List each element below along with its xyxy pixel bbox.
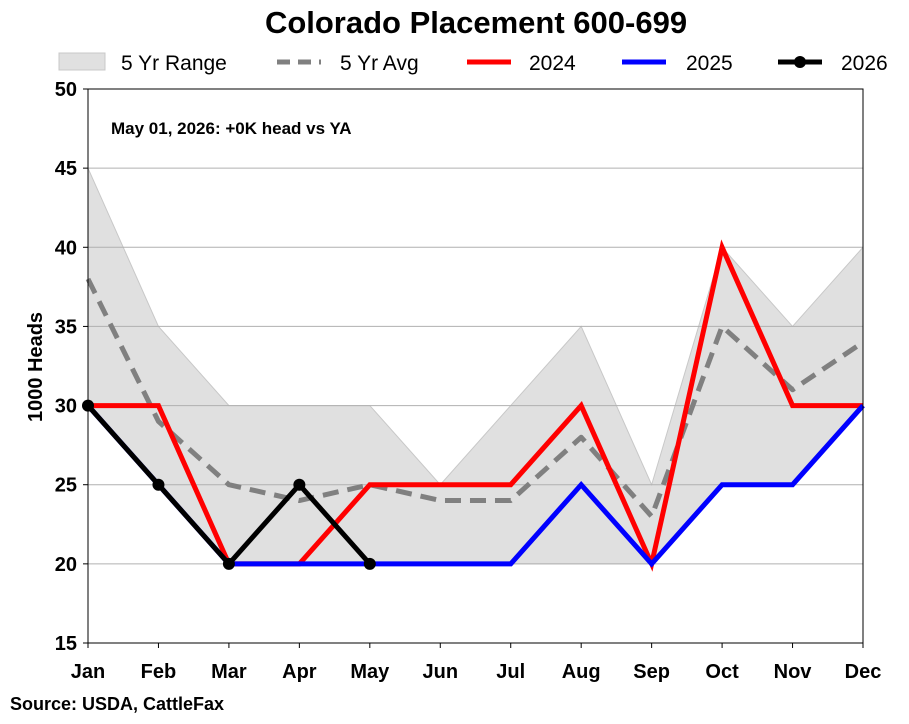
x-tick-label: Dec <box>845 661 882 683</box>
series-point-2026 <box>293 478 306 491</box>
y-axis-ticks: 15 20 25 30 35 40 45 50 <box>55 79 88 655</box>
legend-item-5-yr-avg: 5 Yr Avg <box>277 52 419 75</box>
series-line-2024 <box>88 239 863 572</box>
legend-label: 2026 <box>841 52 888 75</box>
series-2024 <box>88 239 863 572</box>
y-tick-label: 15 <box>55 633 77 655</box>
grid-layer <box>88 167 863 565</box>
legend-swatch <box>58 52 106 71</box>
x-tick-label: Mar <box>211 661 247 683</box>
series-point-2026 <box>222 557 235 570</box>
legend-item-2024: 2024 <box>467 52 576 75</box>
x-tick-label: Apr <box>282 661 317 683</box>
x-tick-label: Jul <box>496 661 525 683</box>
x-tick-label: Aug <box>562 661 601 683</box>
y-tick-label: 20 <box>55 554 77 576</box>
x-tick-label: Feb <box>141 661 177 683</box>
y-tick-label: 40 <box>55 237 77 259</box>
legend-label: 5 Yr Avg <box>340 52 419 75</box>
series-line-5-yr-avg <box>85 277 865 519</box>
plot-area <box>82 88 865 644</box>
x-tick-label: Nov <box>774 661 813 683</box>
series-layer <box>82 239 865 572</box>
series-point-2026 <box>363 557 376 570</box>
legend-item-2025: 2025 <box>622 52 733 75</box>
legend-label: 2024 <box>529 52 576 75</box>
y-tick-label: 45 <box>55 158 77 180</box>
plot-frame <box>87 88 864 644</box>
series-2026 <box>82 399 376 570</box>
y-tick-label: 25 <box>55 475 77 497</box>
source-note: Source: USDA, CattleFax <box>10 694 224 714</box>
x-tick-label: Oct <box>705 661 739 683</box>
legend: 5 Yr Range 5 Yr Avg 2024 2025 2026 <box>58 52 888 75</box>
x-tick-label: Sep <box>633 661 670 683</box>
x-tick-label: May <box>350 661 390 683</box>
legend-label: 2025 <box>686 52 733 75</box>
series-point-2026 <box>152 478 165 491</box>
y-axis-label: 1000 Heads <box>25 312 47 422</box>
legend-marker <box>794 56 806 68</box>
chart-title: Colorado Placement 600-699 <box>265 5 687 40</box>
y-tick-label: 35 <box>55 316 77 338</box>
x-tick-label: Jun <box>422 661 458 683</box>
chart-annotation: May 01, 2026: +0K head vs YA <box>111 119 352 138</box>
x-tick-label: Jan <box>71 661 105 683</box>
series-5-yr-avg <box>85 277 865 519</box>
y-tick-label: 50 <box>55 79 77 101</box>
x-axis-ticks: Jan Feb Mar Apr May Jun Jul Aug Sep Oct Nov Dec <box>71 643 882 683</box>
legend-label: 5 Yr Range <box>121 52 227 75</box>
legend-item-5-yr-range: 5 Yr Range <box>58 52 227 75</box>
legend-item-2026: 2026 <box>778 52 888 75</box>
y-tick-label: 30 <box>55 396 77 418</box>
